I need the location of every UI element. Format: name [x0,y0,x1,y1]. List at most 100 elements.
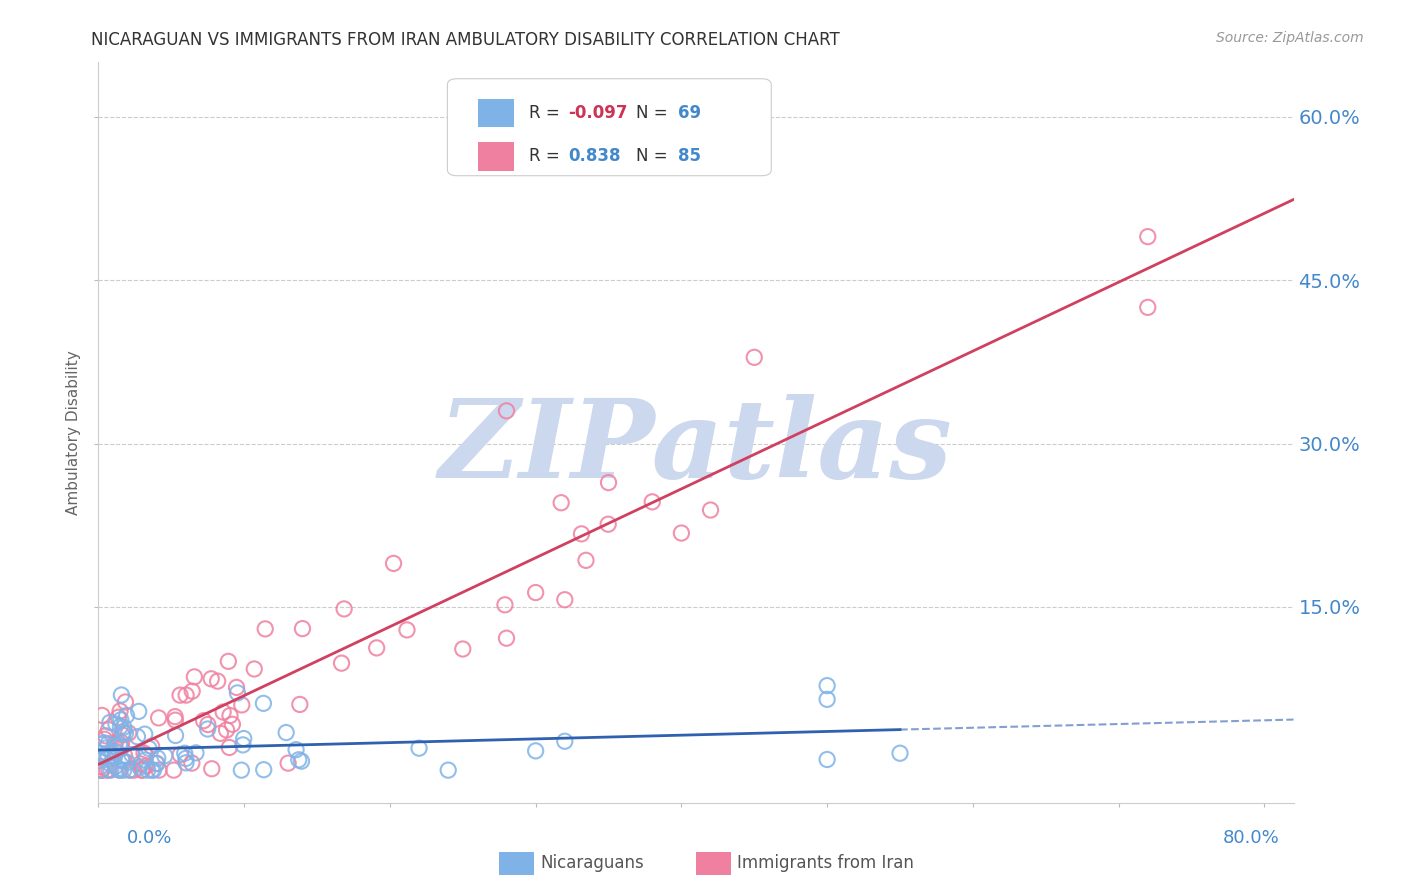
Point [232,731,254,746]
Text: 85: 85 [678,147,702,165]
Point [550,496,572,510]
Point [107,710,129,724]
Point [287,753,309,767]
Point [107,762,129,776]
Point [108,763,131,777]
Point [207,674,229,689]
Point [97,723,120,737]
Point [111,753,134,767]
Point [128,705,150,719]
Point [90,763,112,777]
Point [134,753,156,767]
Point [135,758,157,772]
Point [382,557,405,571]
Point [495,404,517,418]
Point [93,732,115,747]
Point [173,746,195,760]
Point [174,756,197,770]
Point [212,705,235,719]
Point [135,748,157,763]
Point [131,763,153,777]
Point [148,763,170,777]
Point [90,738,112,752]
Point [94,729,117,743]
Point [110,719,132,733]
Point [101,745,124,759]
Point [136,763,159,777]
Point [104,717,127,731]
Point [181,684,204,698]
Point [112,763,135,777]
Point [110,740,132,755]
Point [114,726,136,740]
FancyBboxPatch shape [447,78,772,176]
Text: Immigrants from Iran: Immigrants from Iran [737,855,914,872]
Point [815,679,838,693]
Y-axis label: Ambulatory Disability: Ambulatory Disability [66,351,82,515]
Point [641,495,664,509]
Point [94,741,117,756]
Point [252,697,274,711]
Point [163,763,186,777]
Point [231,698,253,712]
Text: 69: 69 [678,103,702,122]
Point [184,746,207,760]
Point [98,715,121,730]
Point [201,762,224,776]
Point [330,656,353,670]
Point [104,759,127,773]
Point [333,602,356,616]
Point [524,744,547,758]
Point [129,756,152,771]
Text: 80.0%: 80.0% [1223,829,1279,847]
Point [165,713,187,727]
Point [114,695,136,709]
Point [225,681,247,695]
Point [165,709,187,723]
Point [146,751,169,765]
Text: R =: R = [529,147,565,165]
Text: N =: N = [636,147,673,165]
Point [437,763,460,777]
Point [217,654,239,668]
Text: 0.0%: 0.0% [127,829,172,847]
Point [451,642,474,657]
Point [104,745,127,759]
Text: N =: N = [636,103,673,122]
Point [276,725,298,739]
Point [742,351,765,365]
Point [290,754,312,768]
Point [89,754,111,768]
Point [103,751,125,765]
Point [97,737,120,751]
Point [291,622,314,636]
Point [111,753,134,767]
Point [98,756,121,771]
Point [121,747,143,762]
Point [100,763,122,777]
Point [174,688,197,702]
Point [395,623,418,637]
Point [148,711,170,725]
Point [815,692,838,706]
Point [138,741,160,756]
Point [114,748,136,763]
Point [699,503,721,517]
Point [110,688,132,702]
Point [110,713,132,727]
Point [575,553,598,567]
Point [598,475,620,490]
Point [209,726,232,740]
Point [169,747,191,762]
Point [174,751,197,765]
Point [118,726,141,740]
Point [112,720,135,734]
Point [671,526,693,541]
Point [134,727,156,741]
Point [197,722,219,736]
Point [110,736,132,750]
Point [815,752,838,766]
Point [165,729,187,743]
Point [141,739,163,754]
Point [104,737,127,751]
